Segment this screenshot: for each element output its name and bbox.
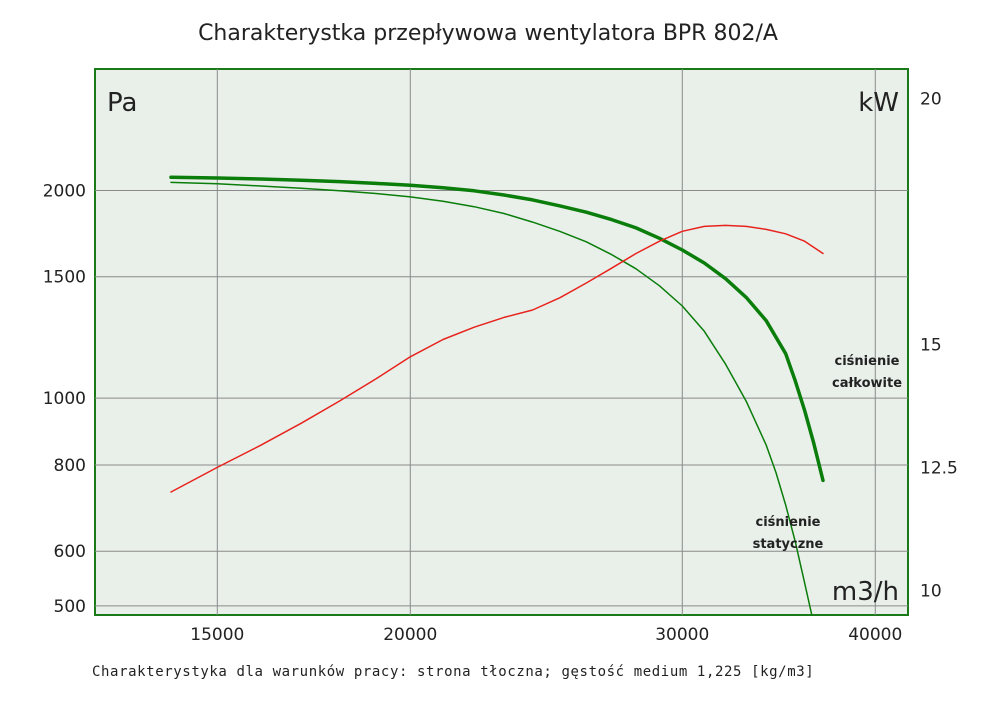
y-right-tick-label: 12.5 bbox=[920, 458, 958, 478]
y-left-tick-label: 1000 bbox=[43, 389, 86, 409]
y-right-unit-label: kW bbox=[858, 88, 899, 118]
series-line-cisnienie-calkowite bbox=[169, 175, 825, 483]
series-annotation: ciśnienie bbox=[756, 515, 821, 530]
x-tick-label: 15000 bbox=[190, 625, 244, 645]
y-left-unit-label: Pa bbox=[107, 88, 137, 118]
x-tick-label: 40000 bbox=[848, 625, 902, 645]
footer-note: Charakterystyka dla warunków pracy: stro… bbox=[92, 664, 814, 680]
chart-title: Charakterystka przepływowa wentylatora B… bbox=[198, 21, 778, 46]
y-left-tick-label: 2000 bbox=[43, 181, 86, 201]
axes-labels: 15000 20000 30000 40000 2000 1500 1000 800 600 50… bbox=[43, 90, 958, 645]
series-line-cisnienie-statyczne bbox=[170, 181, 813, 616]
grid bbox=[95, 69, 908, 615]
y-left-tick-label: 500 bbox=[54, 597, 86, 617]
x-tick-label: 20000 bbox=[383, 625, 437, 645]
series-annotation: statyczne bbox=[753, 537, 824, 552]
series-layer bbox=[169, 175, 825, 616]
y-right-tick-label: 10 bbox=[920, 581, 942, 601]
y-right-tick-label: 20 bbox=[920, 90, 942, 110]
y-right-tick-label: 15 bbox=[920, 335, 942, 355]
series-line-moc bbox=[170, 224, 824, 493]
y-left-tick-label: 1500 bbox=[43, 268, 86, 288]
x-tick-label: 30000 bbox=[655, 625, 709, 645]
plot-area bbox=[94, 68, 909, 616]
y-left-tick-label: 600 bbox=[54, 542, 86, 562]
series-annotation: ciśnienie bbox=[835, 354, 900, 369]
series-annotation: całkowite bbox=[832, 376, 902, 391]
y-left-tick-label: 800 bbox=[54, 456, 86, 476]
x-unit-label: m3/h bbox=[832, 577, 899, 607]
